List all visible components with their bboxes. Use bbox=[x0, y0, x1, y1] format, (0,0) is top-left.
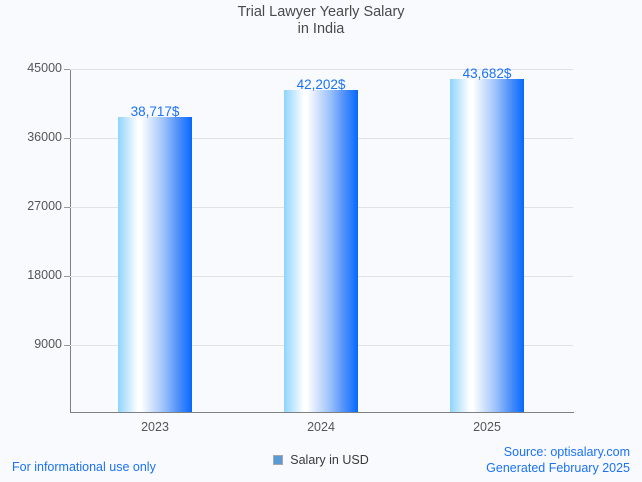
bar-2023[interactable]: 38,717$ bbox=[118, 104, 192, 412]
generated-text: Generated February 2025 bbox=[486, 461, 630, 475]
y-tick-label-45000: 45000 bbox=[27, 61, 62, 75]
y-tick-label-36000: 36000 bbox=[27, 130, 62, 144]
bar-2024[interactable]: 42,202$ bbox=[284, 77, 358, 412]
y-tick-mark bbox=[64, 345, 70, 346]
source-block: Source: optisalary.com Generated Februar… bbox=[486, 444, 630, 476]
y-axis-line bbox=[70, 69, 71, 413]
chart-legend: Salary in USD bbox=[0, 453, 642, 467]
chart-title: Trial Lawyer Yearly Salary in India bbox=[237, 4, 405, 37]
legend-swatch-icon bbox=[273, 455, 284, 465]
bar-value-2023: 38,717$ bbox=[130, 104, 180, 119]
x-tick-label-2024: 2024 bbox=[307, 420, 335, 434]
bar-value-2024: 42,202$ bbox=[296, 77, 346, 92]
bar-value-2025: 43,682$ bbox=[462, 66, 512, 81]
disclaimer-text: For informational use only bbox=[12, 460, 156, 474]
y-tick-label-18000: 18000 bbox=[27, 268, 62, 282]
y-tick-label-27000: 27000 bbox=[27, 199, 62, 213]
plot-area: 45000 36000 27000 18000 9000 38,717$ bbox=[27, 61, 573, 412]
bar-2025[interactable]: 43,682$ bbox=[450, 66, 524, 412]
gridline bbox=[70, 69, 573, 70]
x-tick-label-2023: 2023 bbox=[141, 420, 169, 434]
y-tick-mark bbox=[64, 207, 70, 208]
y-tick-mark bbox=[64, 276, 70, 277]
y-tick-label-9000: 9000 bbox=[34, 337, 62, 351]
x-tick-label-2025: 2025 bbox=[473, 420, 501, 434]
legend-label-salary: Salary in USD bbox=[290, 453, 369, 467]
source-text: Source: optisalary.com bbox=[503, 445, 630, 459]
y-tick-mark bbox=[64, 69, 70, 70]
y-tick-mark bbox=[64, 138, 70, 139]
x-axis-line bbox=[70, 412, 574, 413]
